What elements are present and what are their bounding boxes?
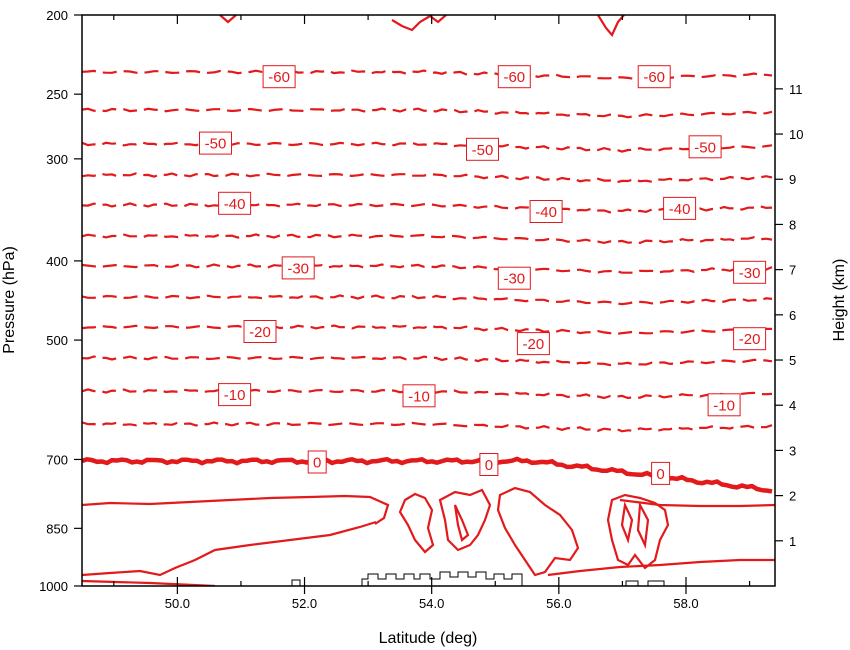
x-tick-label: 54.0 <box>419 596 444 611</box>
y-axis-title-right: Height (km) <box>831 259 848 342</box>
contour-label-text: -40 <box>224 196 246 213</box>
convective-contour <box>620 501 634 544</box>
contour-label: 0 <box>307 450 327 474</box>
contour-label: -10 <box>402 384 436 408</box>
contour--20 <box>82 324 772 336</box>
contour-label-text: -20 <box>249 324 271 341</box>
y-tick-label-right: 10 <box>789 127 803 142</box>
contour-label-text: -10 <box>224 387 246 404</box>
contour-10 <box>82 520 775 577</box>
y-tick-label-right: 5 <box>789 353 796 368</box>
contour-label: -60 <box>497 65 531 89</box>
convective-contour <box>438 488 492 552</box>
y-tick-label-left: 500 <box>46 333 68 348</box>
y-tick-label-right: 2 <box>789 489 796 504</box>
x-tick-label: 56.0 <box>546 596 571 611</box>
contour-label: 0 <box>651 461 671 485</box>
contour--40 <box>82 202 773 214</box>
contour--15 <box>82 355 773 367</box>
y-tick-label-left: 1000 <box>39 579 68 594</box>
contour-label: -50 <box>199 131 232 155</box>
y-tick-label-right: 7 <box>789 263 796 278</box>
contour-label-text: -20 <box>739 331 761 348</box>
contour-label: -30 <box>733 260 767 284</box>
contour-label-text: -60 <box>643 69 665 86</box>
contour--30 <box>82 263 773 274</box>
x-tick-label: 58.0 <box>673 596 698 611</box>
contour-label: -60 <box>262 65 296 89</box>
contour-label-text: -60 <box>268 69 290 86</box>
contour-label-text: -10 <box>713 397 735 414</box>
y-tick-label-left: 300 <box>46 152 68 167</box>
contour--55 <box>82 107 773 119</box>
convective-contour <box>453 504 470 542</box>
contour-label: 0 <box>479 453 499 476</box>
y-tick-label-right: 9 <box>789 172 796 187</box>
contour-label-text: -20 <box>523 336 545 353</box>
y-tick-label-right: 8 <box>789 217 796 232</box>
contour-label-text: -60 <box>503 69 525 86</box>
contour-15 <box>82 579 216 586</box>
contour-label-text: 0 <box>313 455 321 472</box>
contour-label: -10 <box>707 393 741 417</box>
x-axis-title: Latitude (deg) <box>379 630 478 647</box>
contour-label-text: -40 <box>535 204 557 221</box>
contour--35 <box>82 233 773 245</box>
contour-label: -40 <box>663 196 697 220</box>
contour-label: -50 <box>688 135 722 159</box>
x-tick-label: 52.0 <box>292 596 317 611</box>
y-tick-label-left: 400 <box>46 254 68 269</box>
contour-label-text: -50 <box>694 139 716 156</box>
convective-contour <box>606 493 670 570</box>
temperature-contours <box>82 15 775 586</box>
contour-label: -40 <box>218 191 252 215</box>
contour-label: -50 <box>466 137 499 161</box>
convective-contour <box>496 486 580 577</box>
contour-label-text: 0 <box>485 457 493 474</box>
y-tick-label-right: 3 <box>789 443 796 458</box>
plot-frame <box>81 14 776 587</box>
convective-contour <box>636 501 650 549</box>
contour-label: -20 <box>733 327 767 351</box>
convective-contour <box>398 492 435 554</box>
contour-label-text: -30 <box>287 260 309 277</box>
contour-label: -30 <box>281 256 315 280</box>
y-tick-label-left: 700 <box>46 453 68 468</box>
contour-label-text: -50 <box>472 142 494 159</box>
contour-label-text: -10 <box>408 388 430 405</box>
contour--25 <box>82 294 773 306</box>
contour-label: -10 <box>218 383 252 407</box>
x-tick-label: 50.0 <box>165 596 190 611</box>
y-axis-title-left: Pressure (hPa) <box>1 246 18 354</box>
contour--60 <box>82 69 773 80</box>
y-tick-label-left: 250 <box>46 87 68 102</box>
contour-label-text: -40 <box>669 201 691 218</box>
contour-label: -40 <box>529 200 563 223</box>
contour-label: -20 <box>243 320 277 343</box>
contour-5 <box>82 494 775 525</box>
axes: 50.0 52.0 54.0 56.0 58.020025030040050070085… <box>39 8 803 611</box>
y-tick-label-right: 6 <box>789 308 796 323</box>
y-tick-label-left: 850 <box>46 521 68 536</box>
contour-label: -30 <box>497 266 531 290</box>
y-tick-label-left: 200 <box>46 8 68 23</box>
contour--50 <box>82 141 773 153</box>
contour-labels: -60 -60 -60 -50 -50 -50 -40 -40 -40 -30 -30 -30 -20 -… <box>199 65 767 485</box>
contour--5 <box>82 421 773 433</box>
contour--65 <box>219 15 625 38</box>
contour-label-text: -50 <box>205 136 227 153</box>
y-tick-label-right: 4 <box>789 398 796 413</box>
y-tick-label-right: 1 <box>789 534 796 549</box>
contour-label: -20 <box>516 332 550 356</box>
contour--45 <box>82 172 773 184</box>
contour-label-text: 0 <box>656 466 664 483</box>
contour-label: -60 <box>637 65 671 89</box>
contour--10 <box>82 388 773 400</box>
contour-label-text: -30 <box>739 265 761 282</box>
y-tick-label-right: 11 <box>789 82 803 97</box>
terrain-outline <box>291 571 665 586</box>
contour-label-text: -30 <box>503 271 525 288</box>
